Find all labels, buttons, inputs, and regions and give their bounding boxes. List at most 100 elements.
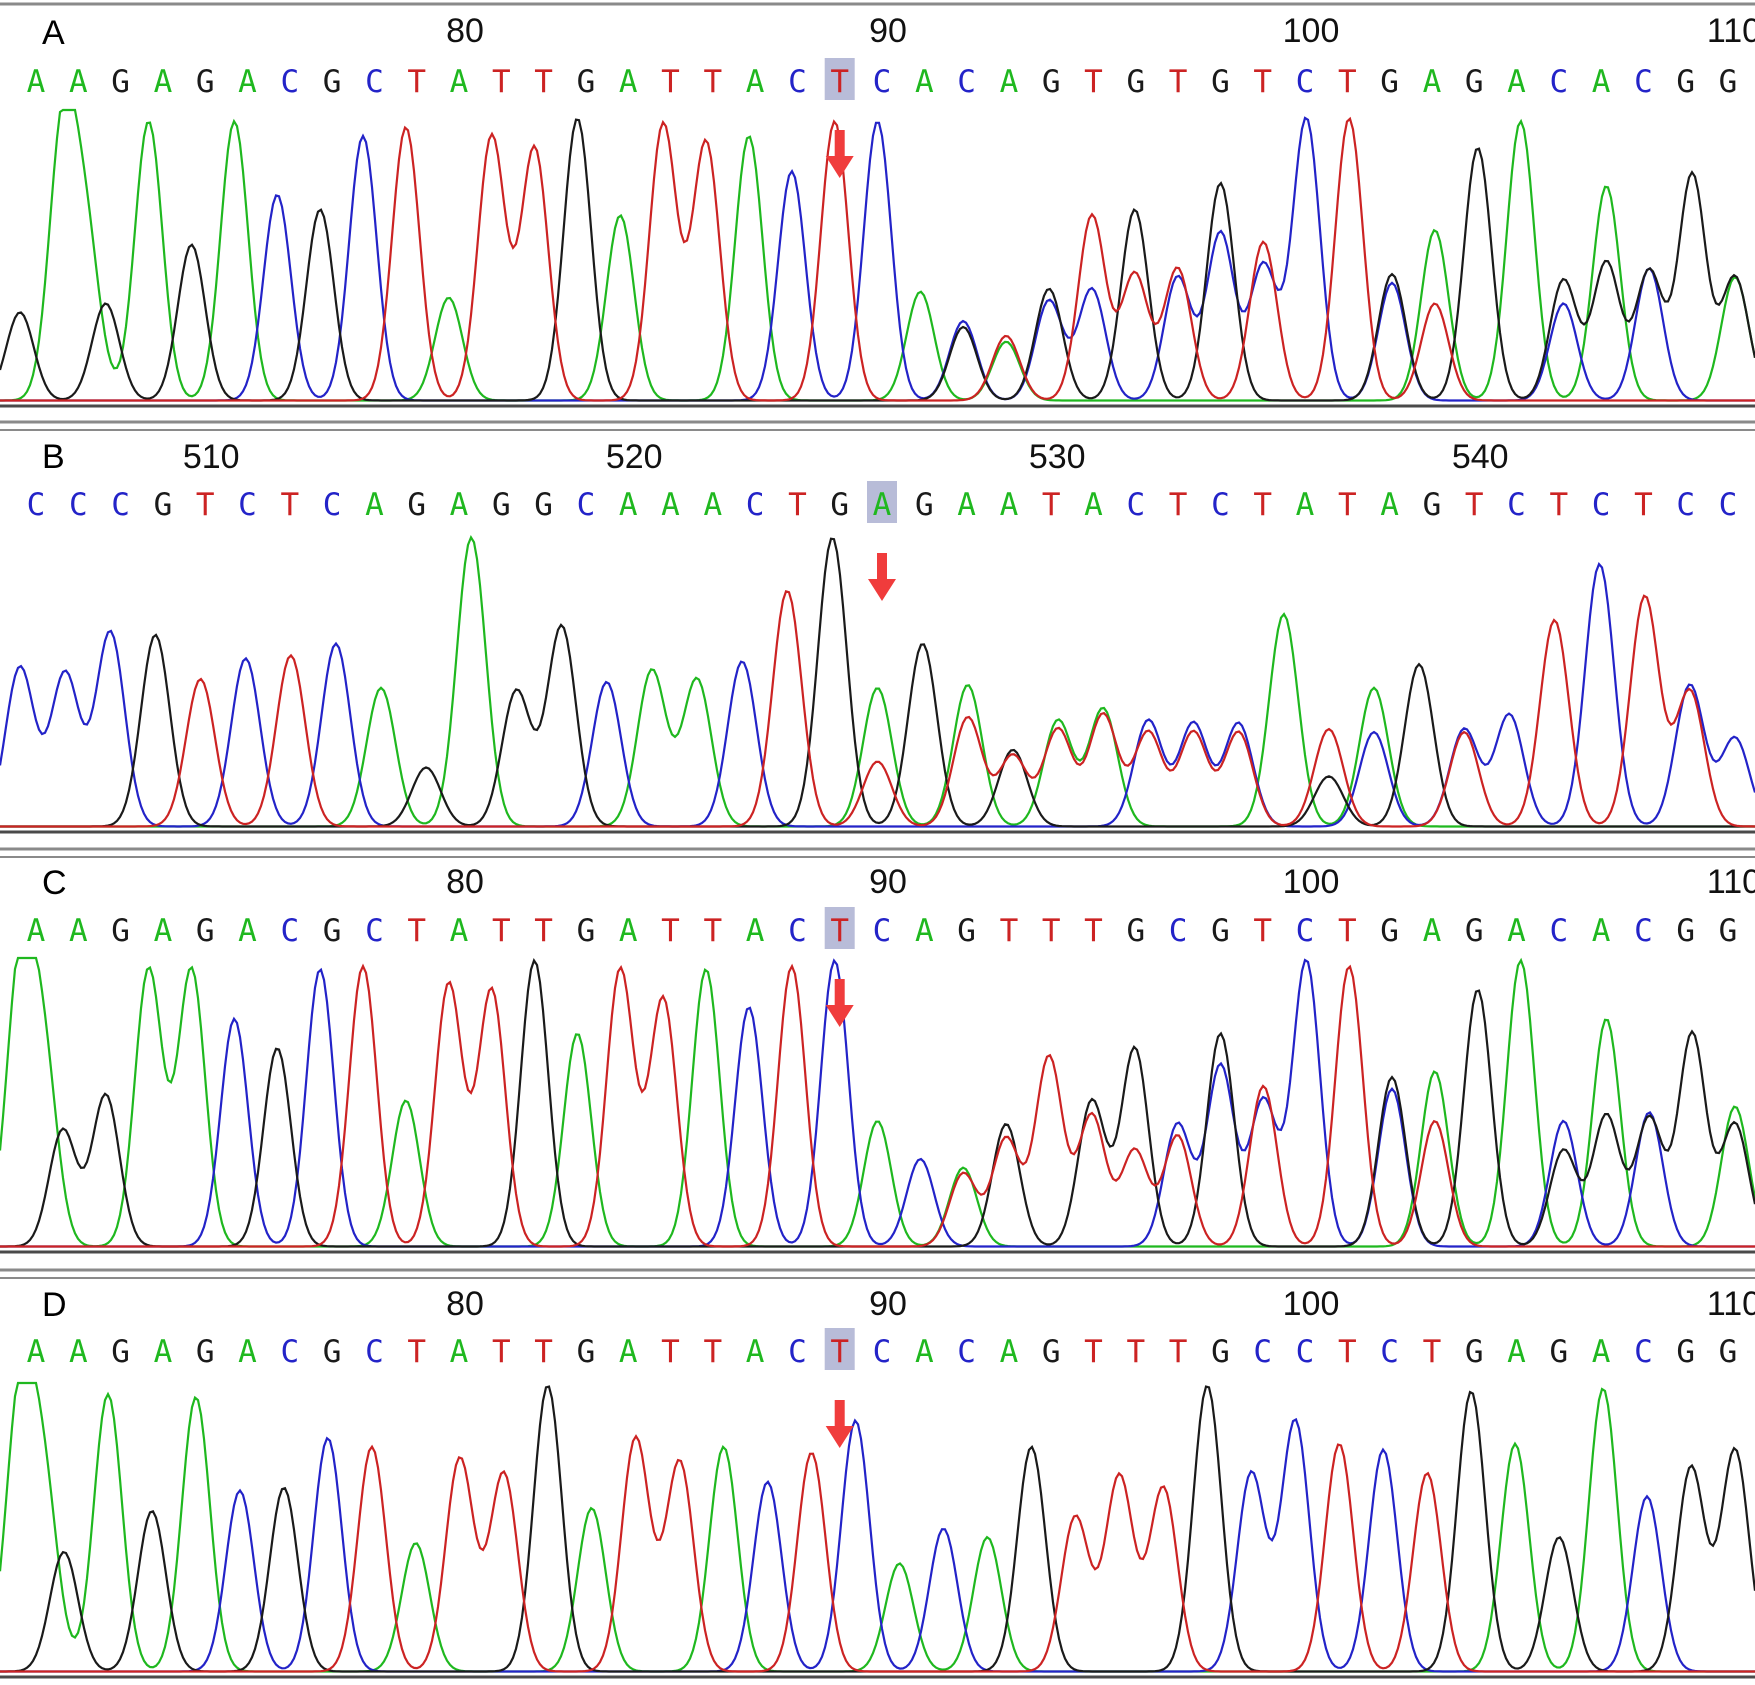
mutation-arrow-icon: [825, 979, 854, 1027]
base-call: T: [1338, 487, 1357, 523]
tick-label: 530: [1029, 438, 1086, 476]
base-call: G: [154, 487, 173, 523]
base-call: T: [661, 64, 680, 100]
tick-label: 100: [1283, 863, 1340, 901]
base-call: A: [238, 1334, 257, 1370]
trace-t: [0, 116, 1755, 402]
base-call: G: [407, 487, 426, 523]
base-call: G: [323, 1334, 342, 1370]
trace-g: [0, 958, 1755, 1248]
base-call: G: [1211, 1334, 1230, 1370]
base-call: A: [27, 64, 46, 100]
base-call: T: [534, 64, 553, 100]
base-call: A: [619, 487, 638, 523]
base-highlight: [867, 481, 897, 523]
base-call: T: [492, 913, 511, 949]
base-call: T: [492, 1334, 511, 1370]
base-call: T: [407, 1334, 426, 1370]
base-call: C: [577, 487, 596, 523]
base-call: C: [873, 913, 892, 949]
base-call: C: [873, 64, 892, 100]
base-call: G: [323, 913, 342, 949]
base-call: T: [492, 64, 511, 100]
base-call: C: [323, 487, 342, 523]
base-call: C: [1253, 1334, 1272, 1370]
base-call: C: [365, 913, 384, 949]
tick-label: 90: [869, 863, 907, 901]
base-call: C: [1211, 487, 1230, 523]
base-call: G: [492, 487, 511, 523]
base-call: G: [1676, 64, 1695, 100]
trace-c: [0, 116, 1755, 402]
base-call: T: [703, 913, 722, 949]
base-call: T: [1338, 64, 1357, 100]
base-call: A: [1000, 64, 1019, 100]
base-call: T: [1169, 487, 1188, 523]
base-call: C: [238, 487, 257, 523]
base-call: A: [1507, 1334, 1526, 1370]
base-call: T: [1338, 1334, 1357, 1370]
base-call: G: [1042, 1334, 1061, 1370]
base-call: T: [1042, 913, 1061, 949]
base-call: C: [1634, 1334, 1653, 1370]
base-call: A: [1592, 1334, 1611, 1370]
base-call: C: [69, 487, 88, 523]
base-call: C: [1126, 487, 1145, 523]
base-call: T: [1126, 1334, 1145, 1370]
base-call: C: [1549, 64, 1568, 100]
tick-label: 520: [606, 438, 663, 476]
base-call: T: [1169, 64, 1188, 100]
base-call: G: [111, 913, 130, 949]
base-call: G: [915, 487, 934, 523]
trace-g: [0, 537, 1755, 828]
base-call: T: [703, 64, 722, 100]
base-call: A: [154, 1334, 173, 1370]
base-call: G: [1126, 64, 1145, 100]
panel-label: B: [42, 438, 65, 476]
base-call: T: [703, 1334, 722, 1370]
base-call: C: [1592, 487, 1611, 523]
base-call: C: [1296, 913, 1315, 949]
base-call: C: [788, 1334, 807, 1370]
base-call: A: [27, 913, 46, 949]
trace-g: [0, 118, 1755, 402]
base-call: G: [577, 913, 596, 949]
panel-label: D: [42, 1286, 67, 1324]
tick-label: 110: [1707, 863, 1755, 901]
base-call: C: [280, 1334, 299, 1370]
base-call: G: [1676, 913, 1695, 949]
base-highlight: [824, 58, 855, 100]
base-call: C: [788, 64, 807, 100]
base-call: G: [1465, 64, 1484, 100]
base-call: A: [27, 1334, 46, 1370]
base-call: C: [957, 1334, 976, 1370]
mutation-arrow-icon: [868, 553, 896, 601]
base-call: A: [746, 1334, 765, 1370]
base-call: A: [619, 64, 638, 100]
base-call: G: [1211, 913, 1230, 949]
tick-label: 110: [1707, 12, 1755, 50]
tick-label: 540: [1452, 438, 1509, 476]
base-call: A: [69, 913, 88, 949]
base-call: A: [1507, 64, 1526, 100]
base-call: T: [196, 487, 215, 523]
base-call: C: [1296, 1334, 1315, 1370]
base-call: C: [365, 64, 384, 100]
base-call: A: [365, 487, 384, 523]
base-call: G: [1719, 64, 1738, 100]
base-call: T: [1253, 487, 1272, 523]
base-call: G: [1042, 64, 1061, 100]
base-call: T: [1253, 64, 1272, 100]
base-call: G: [534, 487, 553, 523]
base-call: A: [450, 913, 469, 949]
tick-label: 80: [446, 1285, 484, 1323]
base-call: A: [1000, 1334, 1019, 1370]
panel-label: C: [42, 864, 67, 902]
base-call: A: [450, 487, 469, 523]
base-call: T: [1042, 487, 1061, 523]
base-call: A: [1423, 913, 1442, 949]
base-call: G: [1549, 1334, 1568, 1370]
